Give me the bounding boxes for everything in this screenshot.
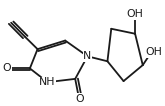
Text: N: N: [83, 51, 92, 61]
Text: O: O: [75, 94, 84, 104]
Text: OH: OH: [127, 9, 144, 19]
Text: OH: OH: [146, 47, 163, 57]
Text: O: O: [2, 63, 11, 73]
Text: NH: NH: [39, 77, 56, 87]
